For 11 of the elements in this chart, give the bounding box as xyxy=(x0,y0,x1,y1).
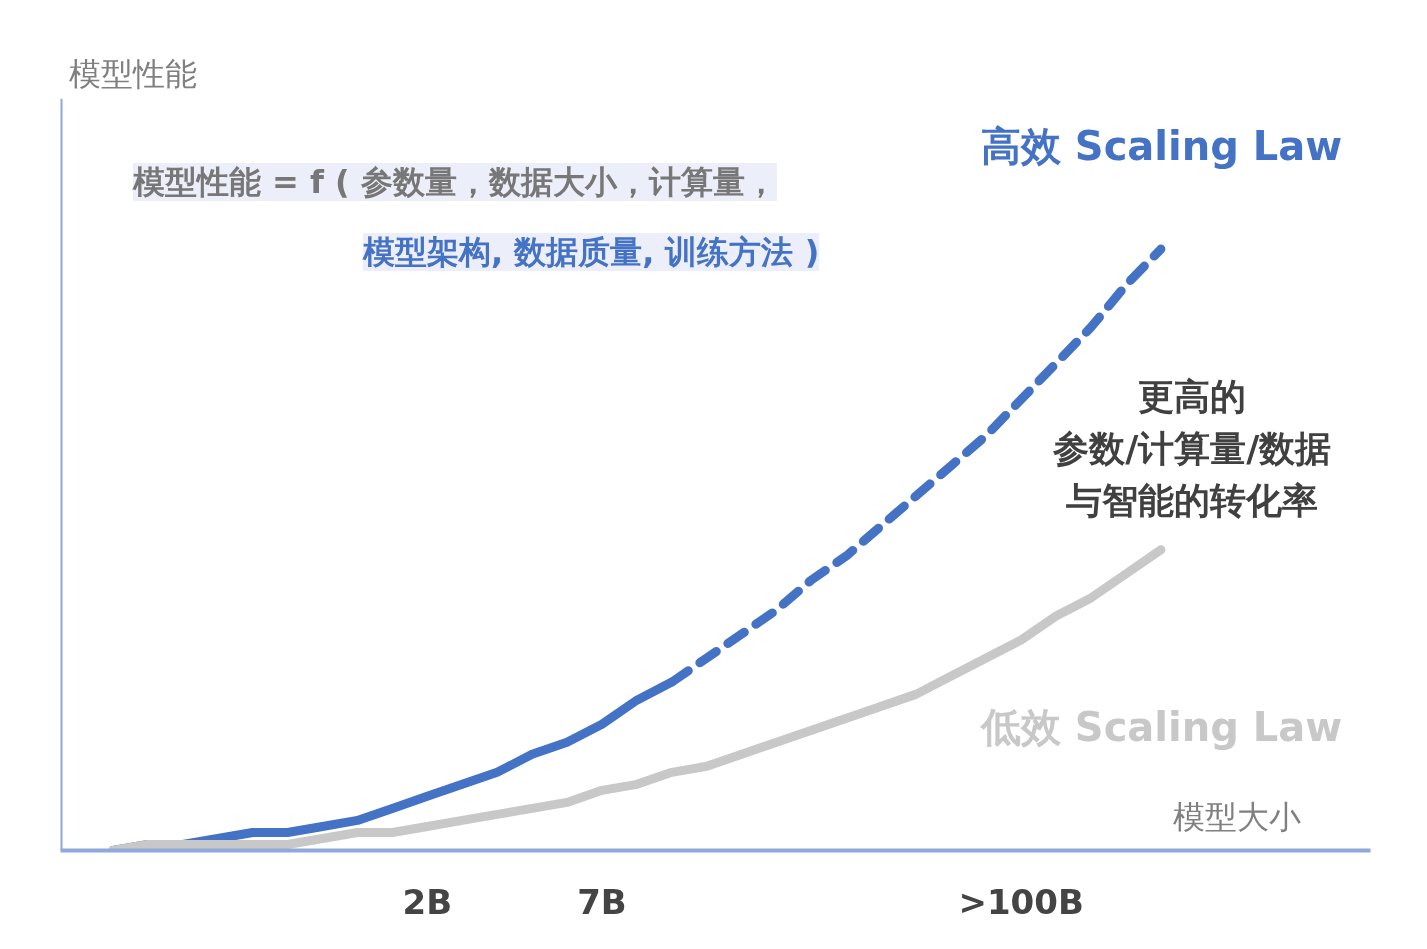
text: 模型性能 = f ( 参数量，数据大小，计算量， xyxy=(131,162,777,201)
y-axis-title: 模型性能 xyxy=(68,54,197,93)
annotation: 参数/计算量/数据 xyxy=(1052,428,1332,470)
annotation: 与智能的转化率 xyxy=(1066,480,1319,522)
text: 高效 Scaling Law xyxy=(980,123,1343,170)
x-axis-title: 模型大小 xyxy=(1172,797,1301,836)
x-tick-label: >100B xyxy=(958,881,1084,922)
x-tick-label: 2B xyxy=(402,881,453,922)
annotation: 模型架构, 数据质量, 训练方法 ) xyxy=(361,232,820,271)
x-tick-label: 7B xyxy=(577,881,627,922)
annotation: 更高的 xyxy=(1138,376,1247,418)
